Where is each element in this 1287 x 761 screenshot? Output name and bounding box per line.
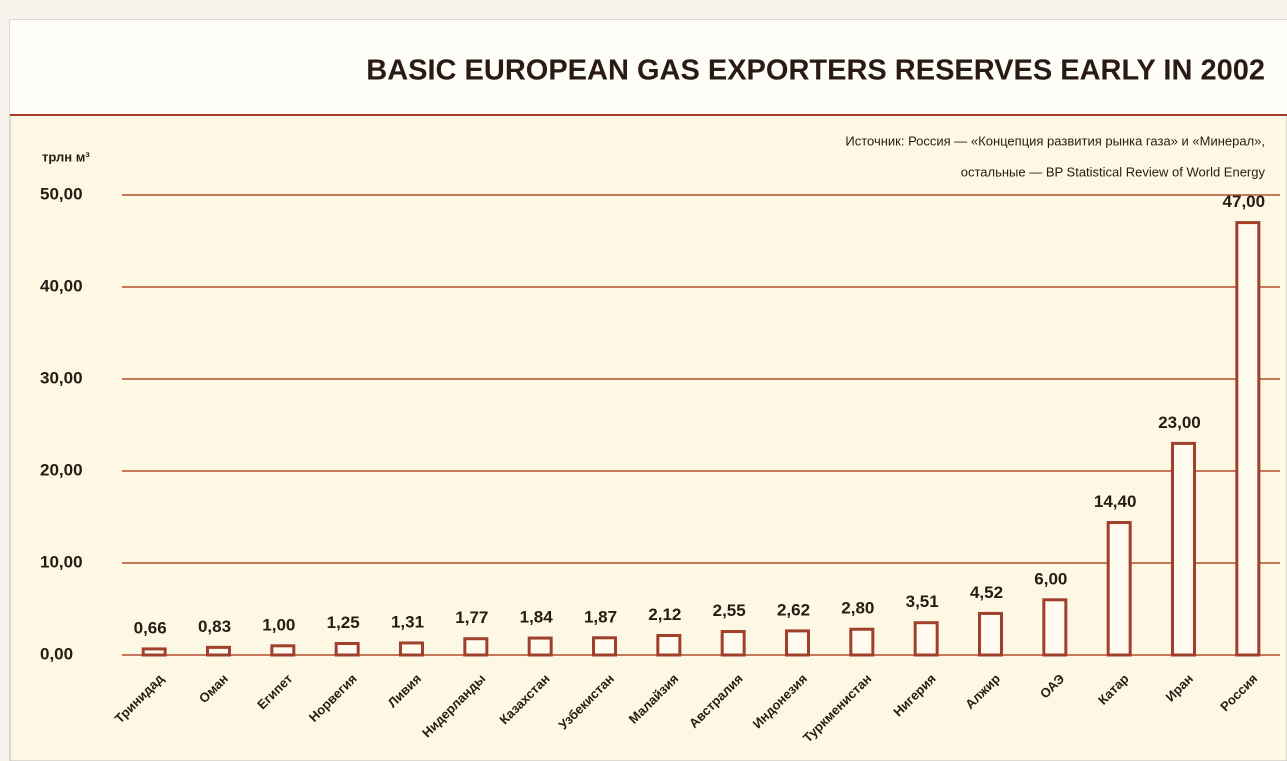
bar <box>141 647 167 657</box>
bar <box>1171 441 1196 657</box>
bar <box>334 642 360 657</box>
value-label: 2,12 <box>648 605 681 624</box>
y-tick-label: 30,00 <box>40 368 83 387</box>
chart-title: BASIC EUROPEAN GAS EXPORTERS RESERVES EA… <box>366 55 1265 87</box>
value-label: 23,00 <box>1158 413 1201 432</box>
y-tick-label: 10,00 <box>40 552 83 571</box>
value-label: 2,62 <box>777 600 810 619</box>
source-line: Источник: Россия — «Концепция развития р… <box>845 133 1265 148</box>
value-label: 4,52 <box>970 583 1003 602</box>
value-label: 1,00 <box>262 615 295 634</box>
bar <box>913 621 939 657</box>
bar <box>399 641 424 657</box>
value-label: 1,25 <box>327 613 360 632</box>
value-label: 14,40 <box>1094 492 1137 511</box>
value-label: 0,66 <box>134 618 167 637</box>
y-tick-label: 20,00 <box>40 460 83 479</box>
y-tick-label: 50,00 <box>40 184 83 203</box>
bar <box>527 636 553 657</box>
value-label: 1,77 <box>455 608 488 627</box>
value-label: 2,55 <box>713 601 746 620</box>
value-label: 0,83 <box>198 617 231 636</box>
y-tick-label: 0,00 <box>40 644 73 663</box>
value-label: 1,87 <box>584 607 617 626</box>
bar <box>849 627 875 657</box>
y-tick-label: 40,00 <box>40 276 83 295</box>
value-label: 47,00 <box>1223 192 1266 211</box>
source-line: остальные — BP Statistical Review of Wor… <box>961 164 1266 179</box>
value-label: 3,51 <box>906 592 939 611</box>
panel <box>9 19 1287 761</box>
value-label: 2,80 <box>841 599 874 618</box>
value-label: 1,84 <box>520 608 554 627</box>
bar <box>592 636 617 657</box>
bar <box>1235 221 1261 657</box>
y-axis-label: трлн м³ <box>42 149 90 164</box>
bar <box>785 629 810 657</box>
bar <box>720 630 746 657</box>
bar <box>1106 521 1132 657</box>
bar <box>1042 598 1068 657</box>
bar <box>656 633 682 657</box>
bar <box>978 611 1003 657</box>
bar <box>206 645 231 657</box>
bar <box>463 637 489 657</box>
bar <box>270 644 296 657</box>
value-label: 6,00 <box>1034 569 1067 588</box>
title-band <box>10 20 1287 115</box>
value-label: 1,31 <box>391 612 424 631</box>
